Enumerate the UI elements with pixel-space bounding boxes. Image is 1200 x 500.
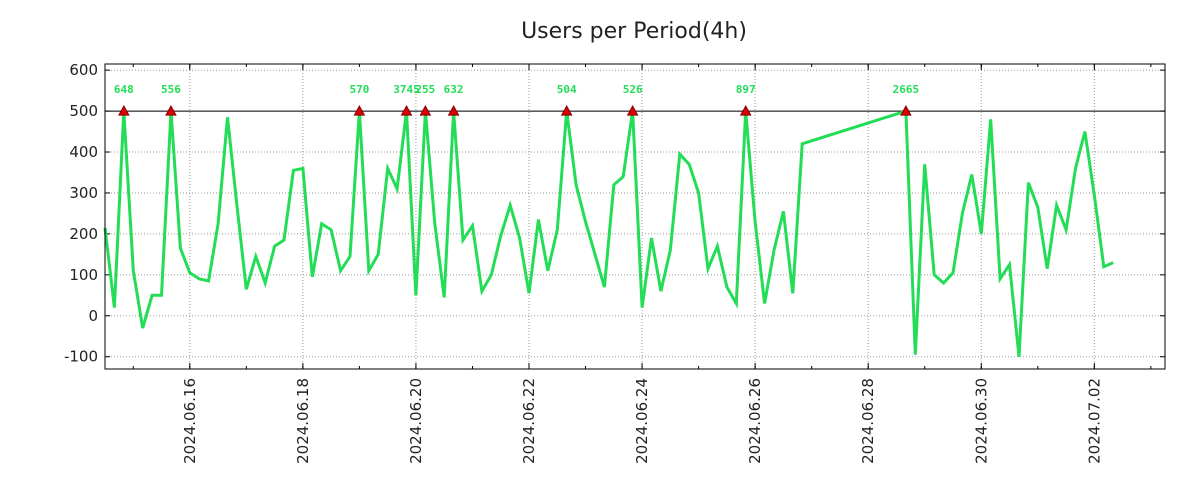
capped-value-label: 3745 [393,83,420,96]
x-tick-label: 2024.06.24 [633,378,651,464]
capped-marker [117,105,130,116]
y-axis: 600 500 400 300 200 100 0 -100 [64,61,1165,366]
plot-frame [104,63,1166,370]
y-tick-label: 200 [69,225,98,243]
x-tick-label: 2024.06.28 [859,378,877,464]
capped-marker [165,105,177,116]
y-tick-label: 500 [69,102,98,120]
capped-value-label: 632 [444,83,464,96]
capped-value-label: 648 [114,83,134,96]
capped-marker [447,105,460,116]
x-tick-label: 2024.06.20 [407,378,425,464]
x-tick-label: 2024.06.30 [972,378,990,464]
capped-value-label: 2665 [893,83,920,96]
y-tick-label: 0 [88,307,98,325]
capped-marker [626,105,639,116]
capped-value-label: 504 [557,83,577,96]
capped-value-label: 255 [415,83,435,96]
series-line-users [103,109,1114,357]
capped-marker [739,105,752,116]
capped-value-label: 526 [623,83,643,96]
capped-value-label: 570 [349,83,369,96]
capped-marker [419,105,432,116]
x-tick-label: 2024.06.18 [294,378,312,464]
x-tick-label: 2024.06.26 [746,378,764,464]
capped-value-label: 556 [161,83,181,96]
y-tick-label: 400 [69,143,98,161]
chart-title: Users per Period(4h) [521,19,747,44]
capped-marker [400,105,413,116]
capped-marker [353,105,366,116]
x-tick-label: 2024.06.16 [181,378,199,464]
y-tick-label: 300 [69,184,98,202]
capped-value-label: 897 [736,83,756,96]
y-tick-label: -100 [64,348,98,366]
capped-marker [900,105,912,116]
x-tick-label: 2024.07.02 [1085,378,1103,464]
y-tick-label: 600 [69,61,98,79]
capped-marker [560,105,573,116]
y-tick-label: 100 [69,266,98,284]
x-axis: 2024.06.16 2024.06.18 2024.06.20 2024.06.22… [132,64,1152,464]
x-tick-label: 2024.06.22 [520,378,538,464]
